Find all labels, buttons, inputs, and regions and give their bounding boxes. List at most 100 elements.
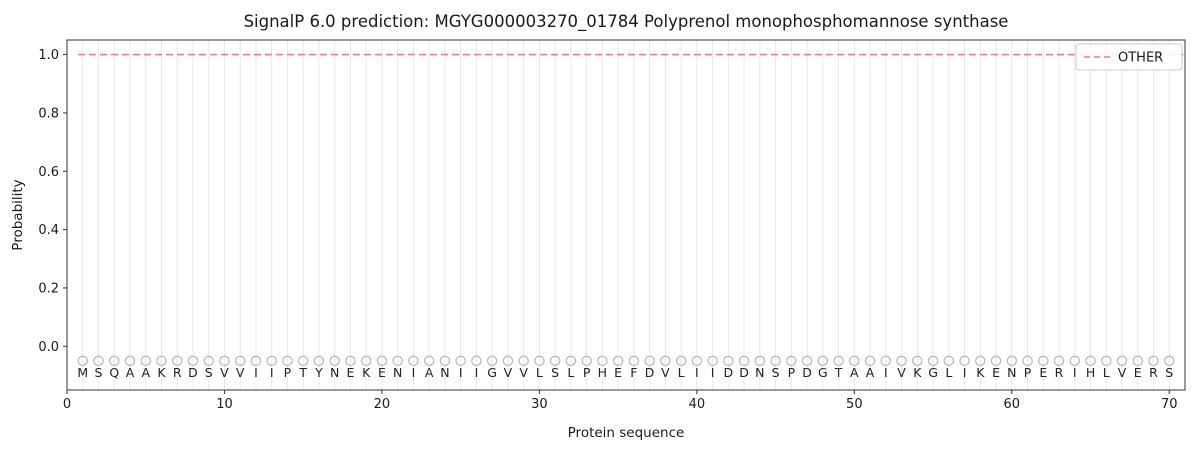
residue-letter: V (236, 365, 245, 380)
residue-letter: I (254, 365, 258, 380)
residue-marker (644, 355, 655, 367)
residue-marker (282, 355, 293, 367)
residue-letter: G (487, 365, 497, 380)
residue-marker (250, 355, 262, 367)
residue-letter: S (95, 365, 103, 380)
residue-letter: L (567, 365, 574, 380)
residue-marker (203, 355, 214, 367)
residue-marker (770, 355, 781, 367)
residue-letter: Y (314, 365, 323, 380)
residue-marker (707, 355, 718, 367)
residue-letter: I (711, 365, 715, 380)
residue-marker (77, 355, 88, 367)
x-axis-ticks: 0 10 20 30 40 50 60 70 (63, 390, 1178, 412)
residue-marker (392, 355, 403, 367)
residue-letter: I (884, 365, 888, 380)
residue-marker (408, 355, 419, 367)
residue-marker (376, 355, 388, 367)
residue-letter: D (645, 365, 655, 380)
residue-letter: N (440, 365, 449, 380)
residue-letter: K (157, 365, 166, 380)
residue-letter: V (661, 365, 670, 380)
residue-letter: N (1007, 365, 1016, 380)
residue-letter: E (378, 365, 386, 380)
residue-letter: D (739, 365, 749, 380)
gridlines (82, 40, 1170, 390)
residue-letter: M (77, 365, 88, 380)
residue-letter: H (1086, 365, 1095, 380)
y-tick-label: 0.2 (38, 281, 59, 296)
residue-marker (864, 355, 876, 367)
residue-marker (880, 355, 892, 367)
residue-letter: I (459, 365, 463, 380)
residue-letter: I (270, 365, 274, 380)
residue-marker (927, 355, 939, 367)
x-tick-label: 60 (1004, 397, 1021, 412)
plot-area-border (66, 39, 1186, 391)
x-tick-label: 30 (531, 397, 548, 412)
y-tick-label: 0.8 (38, 106, 59, 121)
legend-other-label: OTHER (1118, 51, 1163, 66)
residue-marker (360, 355, 372, 367)
residue-marker (975, 355, 986, 367)
x-axis-label: Protein sequence (568, 425, 685, 441)
residue-marker (439, 355, 451, 367)
residue-marker (1116, 355, 1128, 367)
residue-marker (534, 355, 545, 367)
residue-letter: D (188, 365, 198, 380)
residue-letter: L (945, 365, 952, 380)
residue-marker (455, 355, 466, 367)
residue-letter: V (1118, 365, 1127, 380)
residue-letter: G (928, 365, 938, 380)
legend: OTHER (1075, 43, 1183, 71)
residue-letter: I (1073, 365, 1077, 380)
residue-marker (345, 355, 356, 367)
residue-letter: D (802, 365, 812, 380)
residue-marker (612, 355, 624, 367)
residue-letter: A (126, 365, 135, 380)
residue-marker (549, 355, 561, 367)
y-tick-label: 0.0 (38, 340, 59, 355)
residue-marker (675, 355, 687, 367)
y-axis-ticks: 0.0 0.2 0.4 0.6 0.8 1.0 (38, 48, 67, 355)
residue-letter: T (298, 365, 307, 380)
residue-marker (1022, 355, 1033, 367)
residue-letter: L (678, 365, 685, 380)
residue-marker (1038, 355, 1049, 367)
residue-marker (723, 355, 734, 367)
residue-marker (109, 355, 120, 367)
residue-marker (423, 355, 435, 367)
residue-marker (801, 355, 813, 367)
residue-letter: E (614, 365, 622, 380)
residue-letter: A (866, 365, 875, 380)
residue-letter: I (695, 365, 699, 380)
residue-letter: N (330, 365, 339, 380)
residue-marker (187, 355, 199, 367)
x-tick-label: 70 (1161, 397, 1178, 412)
residue-marker (738, 355, 750, 367)
y-axis-label: Probability (10, 179, 26, 250)
residue-marker (471, 355, 482, 367)
residue-letter: F (630, 365, 637, 380)
residue-letter: L (536, 365, 543, 380)
x-tick-label: 0 (63, 397, 71, 412)
residue-letter: N (755, 365, 764, 380)
residue-marker (1148, 355, 1159, 367)
residue-letter: P (583, 365, 591, 380)
residue-letter: S (772, 365, 780, 380)
y-tick-label: 0.6 (38, 165, 59, 180)
residue-letter: L (1103, 365, 1110, 380)
residue-letter: R (1149, 365, 1158, 380)
residue-marker (1101, 355, 1112, 367)
residue-letter: E (1039, 365, 1047, 380)
residue-marker (896, 355, 907, 367)
legend-box (1075, 43, 1183, 71)
residue-marker (565, 355, 577, 367)
residue-marker (1085, 355, 1096, 367)
residue-letter: P (284, 365, 292, 380)
residue-letter: E (992, 365, 1000, 380)
residue-marker (1069, 355, 1080, 367)
